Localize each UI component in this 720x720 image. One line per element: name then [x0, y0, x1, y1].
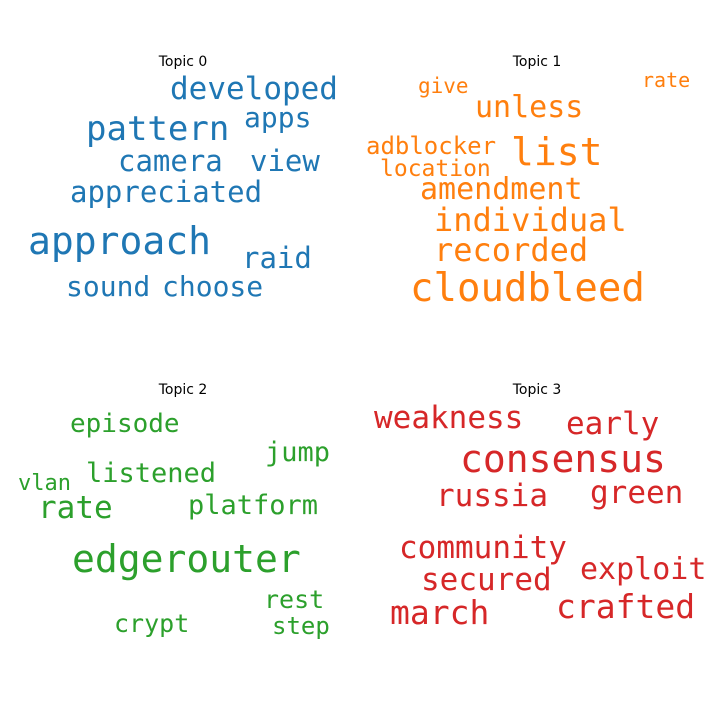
word-jump: jump: [265, 437, 330, 468]
topic-panel-3: Topic 3 consensus crafted march weakness earl…: [374, 382, 706, 632]
word-choose: choose: [162, 270, 263, 303]
word-appreciated: appreciated: [70, 175, 262, 209]
word-cloudbleed: cloudbleed: [410, 266, 645, 311]
word-consensus: consensus: [460, 437, 666, 481]
word-march: march: [390, 593, 489, 632]
word-sound: sound: [66, 270, 150, 303]
word-adblocker: adblocker: [366, 132, 496, 160]
word-crypt: crypt: [114, 609, 189, 638]
panel-title: Topic 1: [512, 54, 562, 70]
word-give: give: [418, 74, 469, 98]
word-apps: apps: [244, 101, 311, 134]
word-pattern: pattern: [86, 109, 229, 149]
word-rate: rate: [38, 490, 113, 526]
word-weakness: weakness: [374, 400, 523, 436]
word-edgerouter: edgerouter: [72, 537, 301, 581]
word-step: step: [272, 612, 330, 640]
word-individual: individual: [434, 201, 627, 239]
word-episode: episode: [70, 409, 180, 439]
topic-panel-0: Topic 0approachpatterndevelopedcameraapp…: [28, 54, 338, 303]
word-recorded: recorded: [434, 231, 588, 269]
word-russia: russia: [436, 478, 548, 514]
word-platform: platform: [188, 490, 318, 521]
word-early: early: [566, 406, 659, 442]
word-location: location: [380, 156, 491, 182]
word-community: community: [399, 530, 567, 566]
word-rest: rest: [264, 585, 324, 614]
word-approach: approach: [28, 219, 211, 263]
word-rate: rate: [642, 68, 690, 92]
word-vlan: vlan: [18, 471, 71, 496]
panel-title: Topic 2: [158, 382, 208, 398]
word-listened: listened: [86, 458, 216, 489]
word-green: green: [590, 475, 683, 511]
word-raid: raid: [242, 241, 312, 275]
word-crafted: crafted: [556, 587, 695, 626]
word-amendment: amendment: [420, 172, 583, 207]
panel-title: Topic 3: [512, 382, 562, 398]
word-camera: camera: [118, 144, 223, 178]
panel-title: Topic 0: [158, 54, 208, 70]
word-exploit: exploit: [580, 552, 706, 587]
word-unless: unless: [475, 90, 583, 125]
word-view: view: [250, 144, 320, 178]
word-secured: secured: [421, 562, 552, 598]
word-list: list: [511, 130, 603, 174]
word-developed: developed: [170, 71, 338, 107]
